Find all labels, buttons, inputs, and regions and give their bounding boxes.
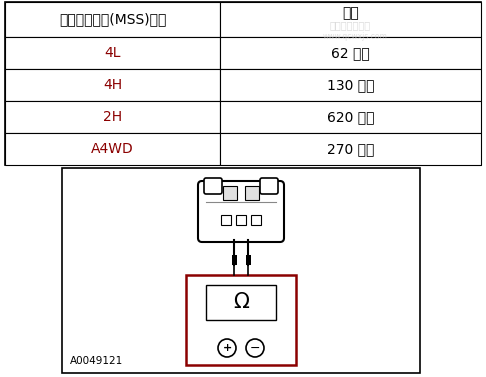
Text: www.qcwxjs.com: www.qcwxjs.com [323, 32, 388, 41]
Text: Ω: Ω [233, 293, 249, 313]
Bar [236, 215, 246, 225]
FancyBboxPatch shape [198, 181, 284, 242]
Text: A4WD: A4WD [91, 142, 134, 156]
Bar [186, 275, 296, 365]
Text: 4L: 4L [104, 46, 121, 60]
Text: 130 欧姆: 130 欧姆 [327, 78, 374, 92]
Bar [245, 186, 259, 200]
Bar [231, 255, 237, 265]
Bar [5, 101, 220, 133]
Bar [220, 101, 481, 133]
Text: 模式选择开关(MSS)位置: 模式选择开关(MSS)位置 [59, 12, 166, 26]
Bar [223, 186, 237, 200]
Bar [220, 37, 481, 69]
Text: 2H: 2H [103, 110, 122, 124]
Text: 620 欧姆: 620 欧姆 [327, 110, 374, 124]
Text: −: − [250, 342, 260, 354]
Circle shape [218, 339, 236, 357]
Bar [251, 215, 261, 225]
Bar [5, 133, 220, 165]
Text: 4H: 4H [103, 78, 122, 92]
Text: +: + [223, 343, 232, 353]
Bar [5, 2, 220, 37]
Text: 62 欧姆: 62 欧姆 [331, 46, 370, 60]
Circle shape [246, 339, 264, 357]
Text: A0049121: A0049121 [70, 356, 123, 366]
Bar [220, 69, 481, 101]
Text: 电阻: 电阻 [342, 6, 359, 20]
Bar [62, 168, 420, 373]
Bar [220, 133, 481, 165]
Bar [5, 37, 220, 69]
Bar [221, 215, 231, 225]
Bar [5, 2, 481, 165]
Text: 汽车维修技术网: 汽车维修技术网 [330, 20, 371, 31]
Bar [5, 69, 220, 101]
Bar [245, 255, 250, 265]
Text: 270 欧姆: 270 欧姆 [327, 142, 374, 156]
FancyBboxPatch shape [204, 178, 222, 194]
Bar [206, 285, 276, 320]
Bar [220, 2, 481, 37]
FancyBboxPatch shape [260, 178, 278, 194]
